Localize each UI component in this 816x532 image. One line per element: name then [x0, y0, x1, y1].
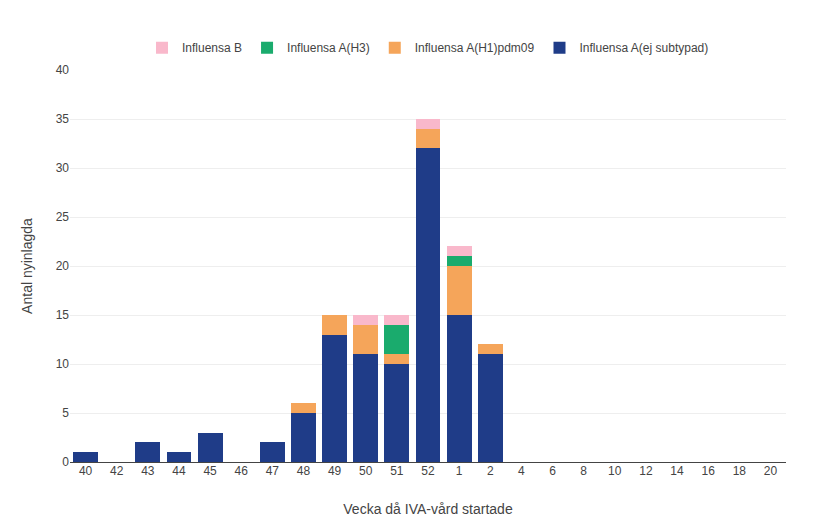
svg-text:25: 25	[56, 210, 70, 224]
svg-text:6: 6	[549, 464, 556, 478]
svg-text:30: 30	[56, 161, 70, 175]
svg-text:2: 2	[487, 464, 494, 478]
svg-text:5: 5	[62, 406, 69, 420]
svg-text:8: 8	[580, 464, 587, 478]
svg-text:Influensa A(H3): Influensa A(H3)	[287, 41, 370, 55]
svg-text:Antal nyinlagda: Antal nyinlagda	[19, 218, 35, 314]
svg-text:0: 0	[62, 455, 69, 469]
svg-text:51: 51	[390, 464, 404, 478]
svg-text:Influensa A(H1)pdm09: Influensa A(H1)pdm09	[415, 41, 535, 55]
svg-text:20: 20	[764, 464, 778, 478]
svg-text:35: 35	[56, 112, 70, 126]
svg-text:49: 49	[328, 464, 342, 478]
svg-text:45: 45	[203, 464, 217, 478]
svg-text:12: 12	[639, 464, 653, 478]
svg-text:18: 18	[733, 464, 747, 478]
svg-text:40: 40	[56, 63, 70, 77]
svg-text:44: 44	[172, 464, 186, 478]
svg-text:10: 10	[608, 464, 622, 478]
svg-text:46: 46	[235, 464, 249, 478]
svg-text:42: 42	[110, 464, 124, 478]
svg-text:14: 14	[670, 464, 684, 478]
svg-text:Influensa B: Influensa B	[182, 41, 242, 55]
svg-text:1: 1	[456, 464, 463, 478]
svg-text:Influensa A(ej subtypad): Influensa A(ej subtypad)	[579, 41, 708, 55]
svg-text:16: 16	[701, 464, 715, 478]
svg-text:20: 20	[56, 259, 70, 273]
svg-text:52: 52	[421, 464, 435, 478]
svg-text:15: 15	[56, 308, 70, 322]
svg-text:40: 40	[79, 464, 93, 478]
svg-text:43: 43	[141, 464, 155, 478]
svg-text:10: 10	[56, 357, 70, 371]
svg-text:4: 4	[518, 464, 525, 478]
svg-text:50: 50	[359, 464, 373, 478]
svg-text:47: 47	[266, 464, 280, 478]
svg-text:Vecka då IVA-vård startade: Vecka då IVA-vård startade	[343, 501, 513, 517]
svg-text:48: 48	[297, 464, 311, 478]
